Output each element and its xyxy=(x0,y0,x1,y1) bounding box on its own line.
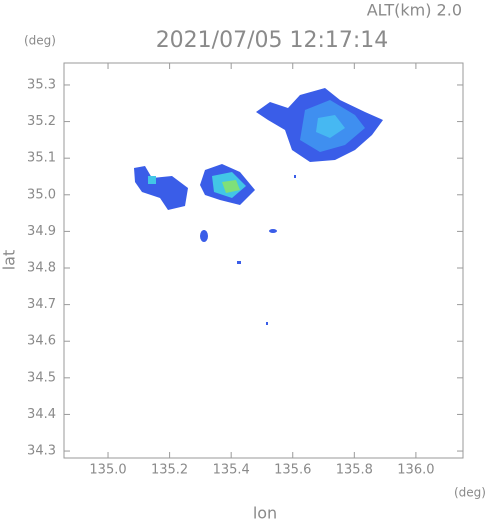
x-tick-label: 135.0 xyxy=(89,463,126,478)
plot-frame xyxy=(63,62,464,459)
x-tick-label: 135.4 xyxy=(213,463,250,478)
y-tick-label: 35.3 xyxy=(27,77,56,92)
y-tick-label: 34.8 xyxy=(27,261,56,276)
x-unit: (deg) xyxy=(454,486,486,500)
x-tick-label: 136.0 xyxy=(397,463,434,478)
y-tick-label: 34.6 xyxy=(27,334,56,349)
altitude: ALT(km) 2.0 xyxy=(367,1,462,20)
y-tick-label: 35.2 xyxy=(27,114,56,129)
y-unit: (deg) xyxy=(24,34,56,48)
y-tick-label: 34.3 xyxy=(27,444,56,459)
y-tick-label: 34.5 xyxy=(27,370,56,385)
y-tick-label: 34.7 xyxy=(27,297,56,312)
y-tick-label: 35.0 xyxy=(27,187,56,202)
x-tick-label: 135.6 xyxy=(274,463,311,478)
chart-title: 2021/07/05 12:17:14 xyxy=(156,28,389,53)
y-tick-label: 34.4 xyxy=(27,407,56,422)
echoes xyxy=(134,88,383,325)
y-tick-label: 34.9 xyxy=(27,224,56,239)
x-axis-label: lon xyxy=(253,504,277,522)
y-axis-label: lat xyxy=(0,250,19,271)
x-tick-label: 135.8 xyxy=(336,463,373,478)
x-tick-label: 135.2 xyxy=(151,463,188,478)
y-tick-label: 35.1 xyxy=(27,151,56,166)
